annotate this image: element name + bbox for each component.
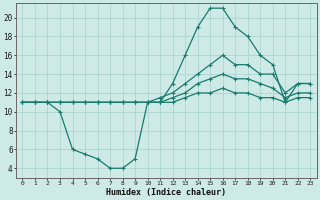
X-axis label: Humidex (Indice chaleur): Humidex (Indice chaleur) <box>106 188 226 197</box>
